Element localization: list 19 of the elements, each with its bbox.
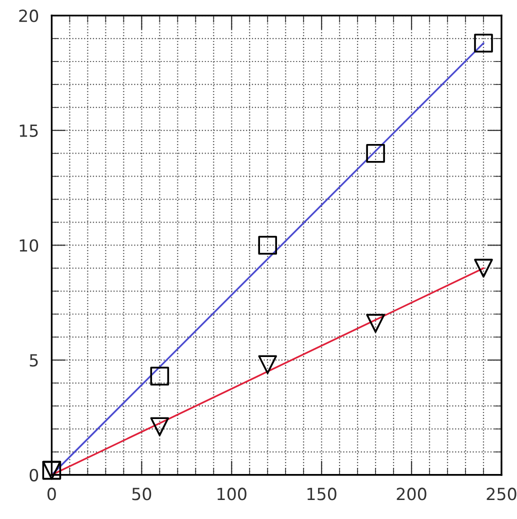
y-tick-label: 0 <box>30 468 38 482</box>
point <box>366 144 385 163</box>
point <box>474 258 493 278</box>
x-tick-label: 250 <box>486 488 516 500</box>
x-tick-label: 200 <box>396 488 426 500</box>
point <box>150 366 170 386</box>
point <box>258 355 278 374</box>
point <box>150 417 170 436</box>
y-tick-label: 5 <box>30 354 38 367</box>
point <box>366 314 385 333</box>
point <box>474 34 493 53</box>
x-tick-label: 150 <box>308 488 336 500</box>
x-tick-label: 0 <box>47 488 56 500</box>
y-tick-label: 15 <box>20 124 38 137</box>
point <box>258 236 278 255</box>
x-tick-label: 100 <box>218 488 246 500</box>
y-tick-label: 10 <box>20 239 38 252</box>
x-tick-label: 50 <box>132 488 152 500</box>
y-tick-label: 20 <box>19 10 38 22</box>
